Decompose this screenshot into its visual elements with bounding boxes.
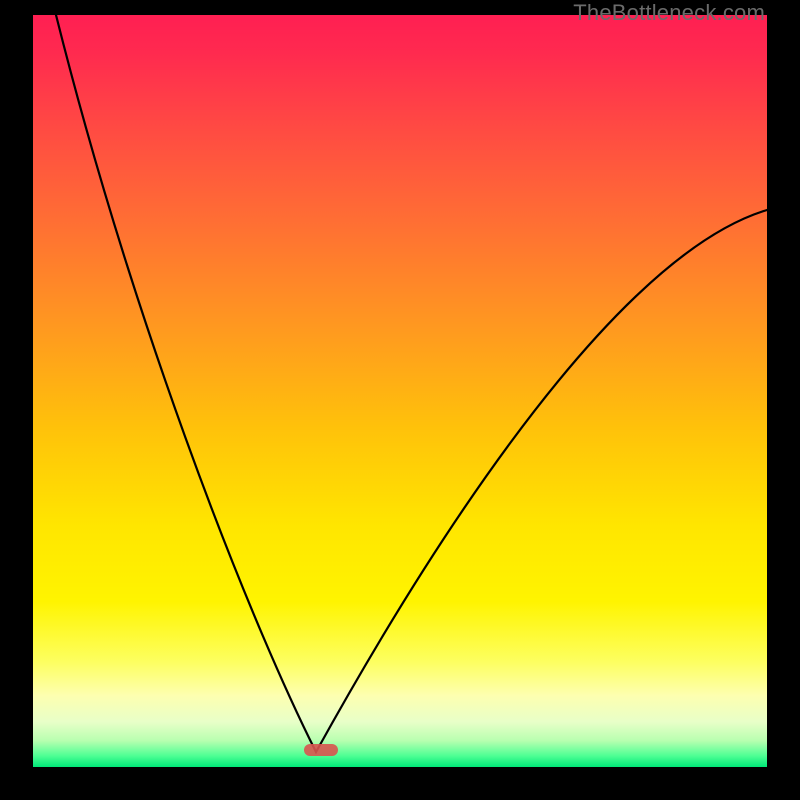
bottleneck-curve xyxy=(33,15,767,767)
plot-area xyxy=(33,15,767,767)
valley-marker xyxy=(304,744,338,756)
curve-path xyxy=(56,15,767,752)
chart-frame: TheBottleneck.com xyxy=(0,0,800,800)
watermark-text: TheBottleneck.com xyxy=(573,0,765,26)
